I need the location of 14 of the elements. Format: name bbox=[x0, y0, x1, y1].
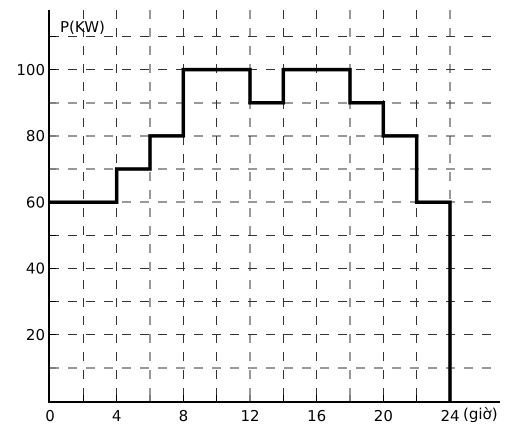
x-tick-label: 0 bbox=[45, 407, 55, 425]
x-tick-label: 12 bbox=[240, 407, 260, 425]
x-tick-label: 24 bbox=[440, 407, 460, 425]
x-tick-label: 16 bbox=[307, 407, 326, 425]
y-tick-label: 60 bbox=[26, 193, 45, 212]
x-tick-label: 20 bbox=[374, 407, 393, 425]
y-tick-label: 80 bbox=[26, 127, 45, 146]
x-axis-title: (giờ) bbox=[463, 405, 498, 423]
y-tick-label: 40 bbox=[26, 260, 45, 278]
y-axis-title: P(KW) bbox=[60, 18, 105, 36]
x-tick-label: 8 bbox=[178, 407, 188, 425]
x-tick-label: 4 bbox=[112, 407, 122, 425]
y-tick-label: 20 bbox=[26, 326, 45, 344]
y-tick-label: 100 bbox=[16, 60, 45, 79]
